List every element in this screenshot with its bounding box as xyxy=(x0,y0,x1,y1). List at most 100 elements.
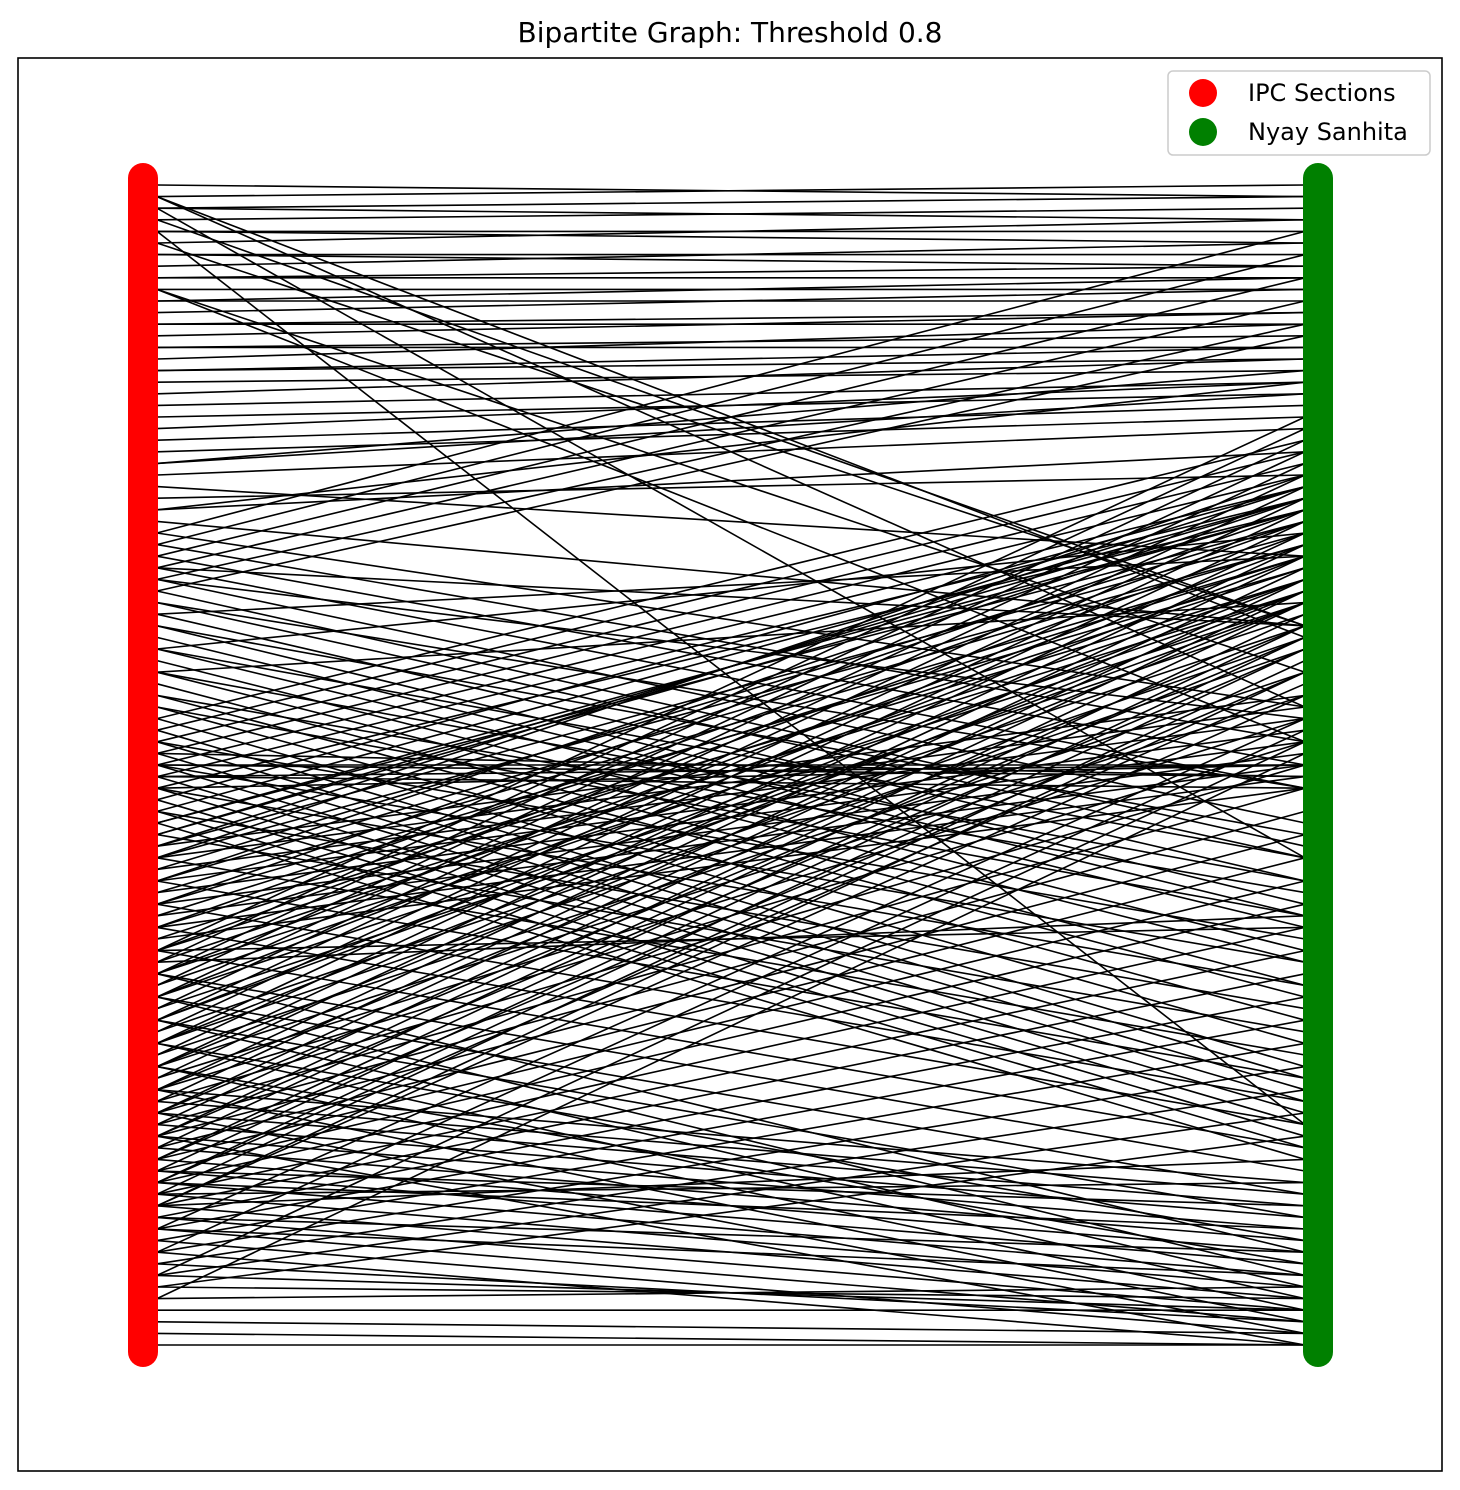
legend-label-ipc: IPC Sections xyxy=(1248,79,1396,107)
graph-edge xyxy=(156,1286,1306,1300)
graph-edge xyxy=(156,1228,1306,1323)
graph-edge xyxy=(156,949,1306,1149)
graph-edge xyxy=(156,485,1306,1021)
graph-edge xyxy=(156,253,1306,267)
graph-edge xyxy=(156,1170,1306,1265)
graph-edge xyxy=(156,741,1306,894)
figure-title: Bipartite Graph: Threshold 0.8 xyxy=(518,16,943,49)
graph-edge xyxy=(156,532,1306,1068)
graph-edge xyxy=(156,694,1306,1207)
graph-edge xyxy=(156,590,1306,1126)
graph-edge xyxy=(156,717,1306,1230)
graph-edge xyxy=(156,996,1306,1195)
graph-edge xyxy=(156,752,1306,778)
graph-edge xyxy=(156,207,1306,221)
graph-edge xyxy=(156,311,1306,325)
graph-edge xyxy=(156,497,1306,813)
graph-edge xyxy=(156,1332,1306,1346)
graph-edge xyxy=(156,764,1306,789)
graph-edge xyxy=(156,230,1306,244)
graph-edge xyxy=(156,393,1306,465)
graph-edge xyxy=(156,1158,1306,1207)
graph-edge xyxy=(156,485,1306,766)
graph-edge xyxy=(156,288,1306,314)
graph-edge xyxy=(156,311,1306,337)
graph-edge xyxy=(156,1216,1306,1311)
graph-edge xyxy=(156,648,1306,1184)
graph-edge xyxy=(156,1112,1306,1207)
graph-edge xyxy=(156,915,1306,963)
graph-edge xyxy=(156,1181,1306,1230)
graph-edge xyxy=(156,1239,1306,1335)
graph-edge xyxy=(156,567,1306,627)
graph-edge xyxy=(156,253,1306,546)
graph-edge xyxy=(156,358,1306,372)
graph-edge xyxy=(156,752,1306,905)
graph-edge xyxy=(156,601,1306,1137)
graph-edge xyxy=(156,1216,1306,1253)
graph-edge xyxy=(156,474,1306,1010)
graph-edge xyxy=(156,300,1306,569)
graph-edge xyxy=(156,439,1306,975)
graph-edge xyxy=(156,903,1306,1103)
graph-edge xyxy=(156,1123,1306,1219)
graph-edge xyxy=(156,717,1306,871)
graph-edge xyxy=(156,1170,1306,1207)
graph-edge xyxy=(156,451,1306,987)
graph-edge xyxy=(156,880,1306,1161)
graph-edge xyxy=(156,555,1306,615)
graph-edge xyxy=(156,578,1306,720)
graph-edge xyxy=(156,1065,1306,1265)
graph-edge xyxy=(156,706,1306,859)
graph-edge xyxy=(156,659,1306,1195)
graph-edge xyxy=(156,1042,1306,1242)
graph-edge xyxy=(156,1228,1306,1277)
graph-edge xyxy=(156,613,1306,1149)
graph-edge xyxy=(156,1251,1306,1346)
legend-label-nyay: Nyay Sanhita xyxy=(1248,118,1408,146)
graph-edge xyxy=(156,195,1306,209)
graph-edge xyxy=(156,578,1306,1114)
graph-edge xyxy=(156,416,1306,952)
graph-edge xyxy=(156,694,1306,847)
graph-edge xyxy=(156,555,1306,1091)
legend: IPC Sections Nyay Sanhita xyxy=(1167,70,1431,156)
graph-edge xyxy=(156,636,1306,1114)
graph-edge xyxy=(156,543,1306,1079)
graph-edge xyxy=(156,242,1306,267)
graph-edge xyxy=(156,219,1306,244)
graph-edge xyxy=(156,567,1306,1103)
legend-marker-ipc xyxy=(1189,79,1217,107)
graph-edge xyxy=(156,636,1306,1172)
legend-box xyxy=(1167,70,1431,156)
graph-edge xyxy=(156,764,1306,917)
graph-edge xyxy=(156,520,1306,1056)
graph-edge xyxy=(156,381,1306,511)
graph-edge xyxy=(156,625,1306,1161)
graph-edge xyxy=(156,358,1306,395)
graph-edge xyxy=(156,520,1306,929)
graph-edge xyxy=(156,903,1306,1172)
graph-edge xyxy=(156,1147,1306,1242)
legend-marker-nyay xyxy=(1189,118,1217,146)
graph-edge xyxy=(156,184,1306,198)
graph-edge xyxy=(156,787,1306,940)
graph-edge xyxy=(156,427,1306,963)
graph-edge xyxy=(156,323,1306,581)
graph-edge xyxy=(156,520,1306,627)
graph-edge xyxy=(156,729,1306,882)
graph-edge xyxy=(156,219,1306,627)
graph-edge xyxy=(156,265,1306,279)
graph-edge xyxy=(156,497,1306,882)
graph-edge xyxy=(156,335,1306,592)
graph-edge xyxy=(156,729,1306,1253)
graph-edge xyxy=(156,973,1306,1207)
graph-edge xyxy=(156,346,1306,372)
graph-edge xyxy=(156,1019,1306,1230)
graph-edge xyxy=(156,474,1306,859)
graph-edge xyxy=(156,381,1306,430)
graph-edge xyxy=(156,451,1306,511)
graph-edge xyxy=(156,1321,1306,1335)
graph-edge xyxy=(156,277,1306,557)
